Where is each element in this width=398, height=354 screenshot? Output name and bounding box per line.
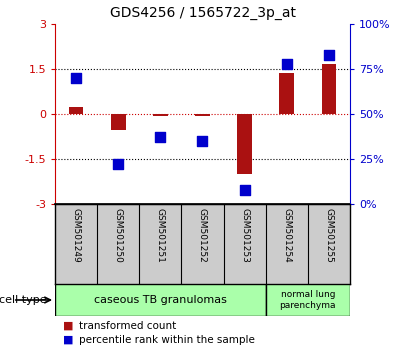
Bar [153, 114, 168, 115]
Text: percentile rank within the sample: percentile rank within the sample [79, 335, 255, 345]
Point [326, 52, 332, 57]
Text: ■: ■ [63, 321, 74, 331]
Text: cell type: cell type [0, 295, 47, 305]
Text: transformed count: transformed count [79, 321, 176, 331]
Bar [195, 114, 210, 115]
Bar [279, 73, 294, 114]
Point [284, 61, 290, 67]
Text: normal lung
parenchyma: normal lung parenchyma [280, 290, 336, 310]
Bar [55, 284, 266, 316]
Text: GSM501252: GSM501252 [198, 208, 207, 263]
Title: GDS4256 / 1565722_3p_at: GDS4256 / 1565722_3p_at [109, 6, 295, 20]
Bar [266, 284, 350, 316]
Point [157, 135, 164, 140]
Point [242, 187, 248, 193]
Point [199, 138, 206, 144]
Point [73, 75, 79, 81]
Text: GSM501253: GSM501253 [240, 208, 249, 263]
Text: GSM501254: GSM501254 [282, 208, 291, 263]
Text: GSM501250: GSM501250 [114, 208, 123, 263]
Bar [69, 107, 84, 114]
Bar [322, 64, 336, 114]
Bar [111, 114, 126, 130]
Text: ■: ■ [63, 335, 74, 345]
Text: GSM501255: GSM501255 [324, 208, 334, 263]
Point [115, 161, 121, 167]
Bar [237, 114, 252, 174]
Text: caseous TB granulomas: caseous TB granulomas [94, 295, 227, 305]
Text: GSM501251: GSM501251 [156, 208, 165, 263]
Text: GSM501249: GSM501249 [72, 208, 80, 263]
